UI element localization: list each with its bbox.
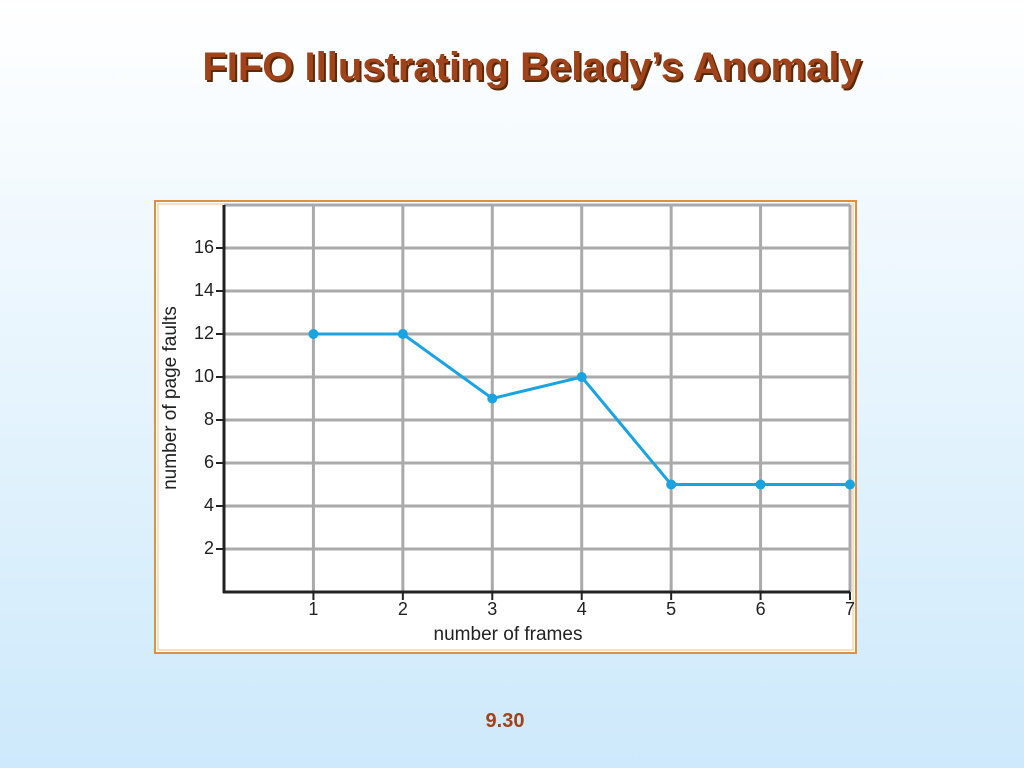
x-tick-label: 2	[398, 599, 408, 619]
data-point	[397, 329, 408, 339]
y-tick-label: 6	[204, 452, 214, 472]
y-tick-label: 4	[204, 495, 214, 515]
y-axis-label: number of page faults	[160, 306, 181, 490]
x-tick-label: 7	[845, 599, 855, 619]
x-tick-label: 1	[308, 599, 318, 619]
data-point	[666, 479, 677, 490]
x-tick-label: 4	[577, 599, 587, 619]
x-axis-label: number of frames	[434, 624, 583, 645]
y-tick-label: 10	[194, 366, 214, 386]
x-tick-label: 3	[487, 599, 497, 619]
data-point	[576, 372, 587, 382]
slide-title: FIFO Illustrating Belady’s Anomaly	[202, 45, 862, 89]
data-point	[845, 479, 855, 490]
x-tick-label: 6	[756, 599, 766, 619]
title-shadow: FIFO Illustrating Belady’s Anomaly	[204, 47, 864, 91]
y-tick-label: 14	[194, 280, 214, 300]
y-tick-label: 12	[194, 323, 214, 343]
y-tick-label: 16	[194, 237, 214, 257]
data-point	[755, 479, 766, 490]
page-number: 9.30	[486, 710, 525, 732]
y-tick-label: 8	[204, 409, 214, 429]
data-point	[308, 329, 319, 339]
data-point	[487, 393, 498, 404]
x-tick-label: 5	[666, 599, 676, 619]
y-tick-label: 2	[204, 538, 214, 558]
chart-frame	[154, 200, 857, 654]
